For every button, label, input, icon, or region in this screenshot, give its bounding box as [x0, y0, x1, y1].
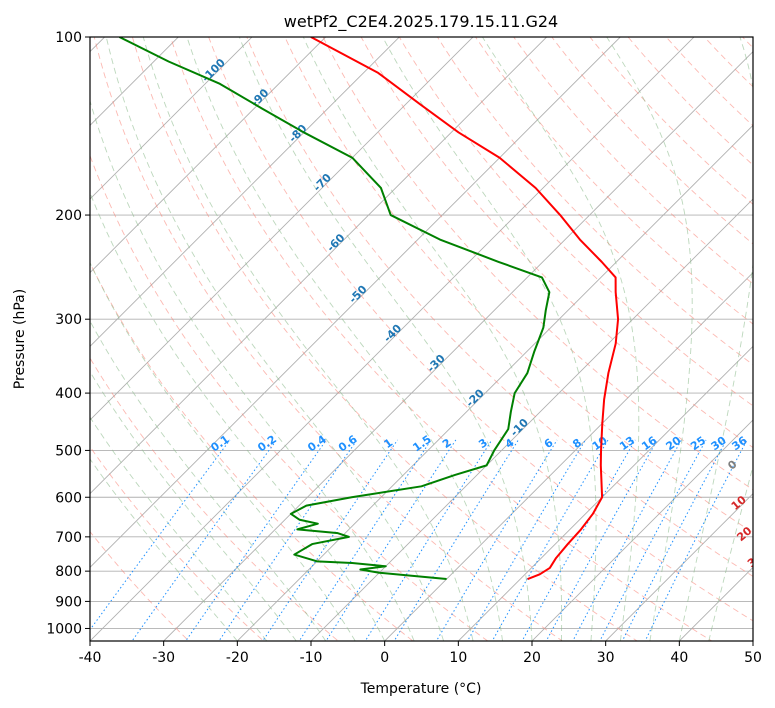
isotherm-line [90, 37, 548, 495]
mixing-ratio-line [521, 439, 636, 641]
mixing-ratio-line [599, 439, 707, 641]
y-tick-label: 700 [55, 530, 82, 546]
dry-adiabat [90, 154, 489, 641]
y-tick-label: 1000 [46, 621, 82, 637]
y-tick-label: 300 [55, 312, 82, 328]
dry-adiabat [360, 37, 753, 449]
dry-adiabat [513, 37, 753, 285]
x-tick-label: 0 [380, 650, 389, 666]
moist-adiabat [302, 37, 563, 641]
isotherm-line [605, 493, 753, 641]
isotherm-line [310, 198, 753, 641]
moist-adiabat [90, 458, 238, 641]
moist-adiabat [186, 37, 503, 641]
dry-adiabat [131, 37, 638, 641]
mixing-ratio-line [393, 439, 519, 641]
isotherm-line [90, 37, 253, 200]
mixing-ratio-line [364, 439, 493, 641]
isotherm-line [90, 37, 400, 347]
y-tick-label: 900 [55, 594, 82, 610]
y-tick-label: 100 [55, 30, 82, 46]
isotherm-line [90, 37, 474, 421]
moist-adiabat-label: 30 [745, 550, 765, 570]
y-tick-label: 800 [55, 564, 82, 580]
mixing-ratio-line [218, 439, 358, 641]
y-tick-label: 600 [55, 490, 82, 506]
dewpoint-profile-line [118, 37, 551, 581]
temperature-profile-line [310, 37, 620, 580]
isotherm-line [457, 345, 753, 641]
moist-adiabat [90, 99, 415, 641]
isotherm-line [90, 37, 621, 568]
mixing-ratio-line [435, 439, 558, 641]
plot-frame [89, 36, 754, 642]
moist-adiabat-label: 20 [734, 524, 754, 544]
x-tick-label: 30 [597, 650, 615, 666]
x-tick-label: -20 [226, 650, 249, 666]
isotherm-line [163, 51, 753, 641]
x-tick-label: 10 [449, 650, 467, 666]
moist-adiabat [678, 37, 753, 641]
mixing-ratio-line [262, 439, 398, 641]
isotherm-line [90, 37, 695, 641]
moist-adiabat [482, 37, 640, 641]
moist-adiabat [708, 464, 753, 641]
mixing-ratio-line [491, 439, 609, 641]
moist-adiabat [105, 37, 445, 641]
x-tick-label: 50 [744, 650, 762, 666]
y-axis-label: Pressure (hPa) [12, 289, 28, 389]
dry-adiabat [475, 37, 753, 325]
x-tick-label: 40 [670, 650, 688, 666]
chart-title: wetPf2_C2E4.2025.179.15.11.G24 [284, 12, 558, 32]
isotherm-line [90, 37, 327, 274]
dry-adiabat [170, 37, 713, 641]
x-tick-label: -10 [300, 650, 323, 666]
isotherm-line [531, 419, 753, 641]
moist-adiabat [142, 37, 474, 641]
isotherm-line [236, 124, 753, 641]
isotherm-line [90, 37, 179, 126]
isotherm-line [384, 272, 753, 641]
mixing-ratio-line [572, 439, 682, 641]
moist-adiabat [606, 37, 693, 641]
mixing-ratio-line [90, 439, 231, 631]
moist-adiabat [90, 261, 356, 641]
dry-adiabat [284, 37, 753, 534]
mixing-ratio-line [466, 439, 586, 641]
moist-adiabat [90, 320, 327, 641]
dry-adiabat [90, 261, 414, 641]
y-tick-label: 500 [55, 443, 82, 459]
x-axis-label: Temperature (°C) [360, 681, 482, 697]
y-tick-label: 200 [55, 208, 82, 224]
dry-adiabat [322, 37, 753, 491]
x-tick-label: -40 [79, 650, 102, 666]
mixing-ratio-line [545, 439, 658, 641]
dry-adiabat [93, 37, 564, 641]
moist-adiabat [238, 37, 533, 641]
dry-adiabat [436, 37, 753, 366]
mixing-ratio-line [185, 439, 327, 641]
moist-adiabat [382, 37, 597, 641]
dry-adiabat [398, 37, 753, 407]
dry-adiabat [246, 37, 753, 577]
x-tick-label: 20 [523, 650, 541, 666]
moist-adiabat [90, 191, 386, 641]
dry-adiabat [90, 445, 265, 641]
x-tick-label: -30 [152, 650, 175, 666]
moist-adiabat [90, 370, 297, 641]
moist-adiabat [90, 416, 268, 641]
y-tick-label: 400 [55, 386, 82, 402]
